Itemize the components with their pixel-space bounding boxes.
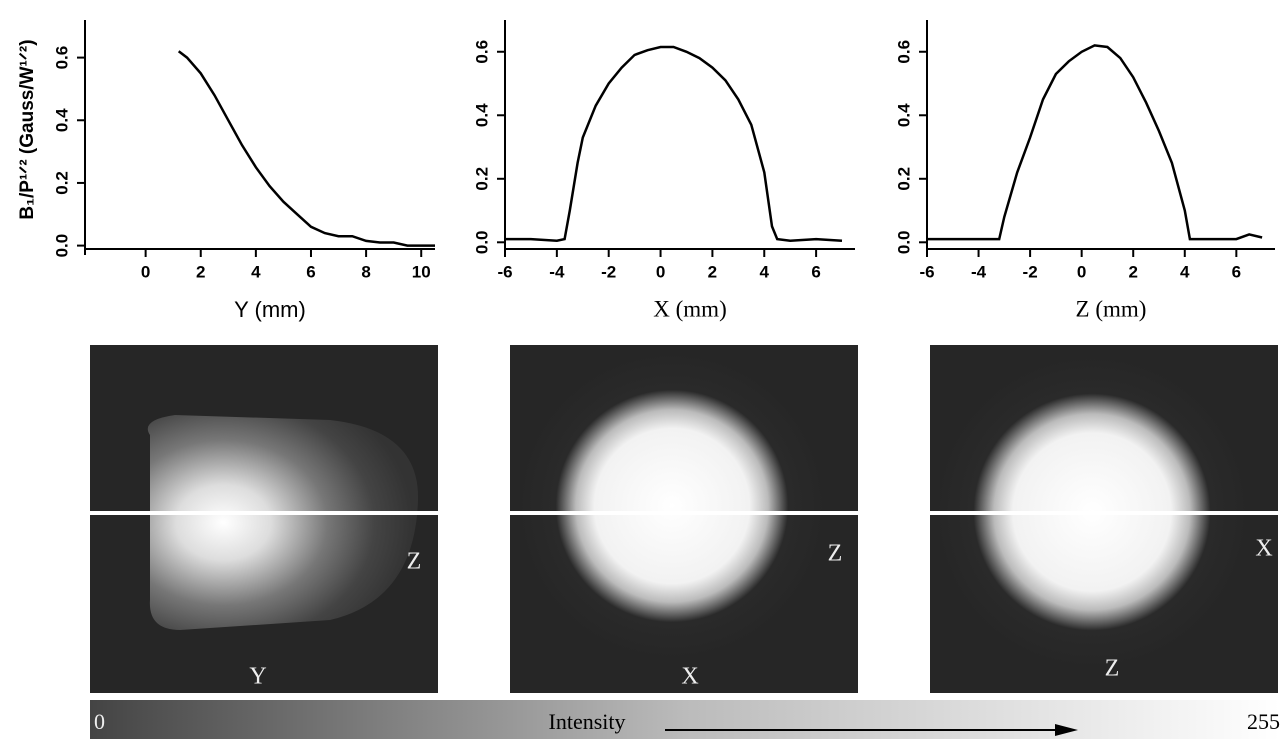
image-axis-label: Z <box>1105 656 1120 682</box>
y-tick-label: 0.2 <box>472 167 491 191</box>
y-tick-label: 0.4 <box>52 108 71 132</box>
colorbar-min: 0 <box>94 709 105 734</box>
image-axis-label: X <box>681 664 698 690</box>
image-axis-label: X <box>1255 536 1272 562</box>
colorbar-max: 255 <box>1247 709 1280 734</box>
line-series <box>927 44 1263 241</box>
x-tick-label: -4 <box>971 262 987 281</box>
arrow-head <box>1055 724 1078 736</box>
x-tick-label: -2 <box>601 262 616 281</box>
y-tick-label: 0.0 <box>52 234 71 258</box>
x-tick-label: 4 <box>1180 262 1190 281</box>
x-tick-label: 0 <box>656 262 665 281</box>
y-tick-label: 0.6 <box>894 40 913 64</box>
colorbar: 0 Intensity 255 <box>90 700 1280 739</box>
x-tick-label: -6 <box>497 262 512 281</box>
x-tick-label: 10 <box>412 262 431 281</box>
y-tick-label: 0.4 <box>472 103 491 127</box>
x-tick-label: -6 <box>919 262 934 281</box>
y-tick-label: 0.0 <box>472 230 491 254</box>
x-tick-label: 4 <box>760 262 770 281</box>
x-axis-title: Z (mm) <box>1076 296 1147 321</box>
images: Z Y Z X X Z <box>90 345 1278 693</box>
x-tick-label: 6 <box>811 262 820 281</box>
y-tick-label: 0.6 <box>52 46 71 70</box>
y-tick-label: 0.6 <box>472 40 491 64</box>
x-tick-label: 4 <box>251 262 261 281</box>
image-axis-label: Z <box>407 549 422 575</box>
line-series <box>505 45 843 242</box>
image-axis-label: Y <box>249 664 266 690</box>
y-tick-label: 0.2 <box>894 167 913 191</box>
image-axis-label: Z <box>828 541 843 567</box>
image-blob <box>517 351 827 661</box>
y-tick-label: 0.4 <box>894 103 913 127</box>
x-tick-label: 2 <box>1128 262 1137 281</box>
x-axis-title: Y (mm) <box>234 297 306 322</box>
image-blob <box>147 415 419 630</box>
x-tick-label: 2 <box>196 262 205 281</box>
y-tick-label: 0.2 <box>52 171 71 195</box>
x-axis-title: X (mm) <box>653 296 726 321</box>
x-tick-label: 2 <box>708 262 717 281</box>
x-tick-label: -4 <box>549 262 565 281</box>
colorbar-title: Intensity <box>549 709 626 734</box>
x-tick-label: 6 <box>1232 262 1241 281</box>
line-series <box>177 50 435 247</box>
colorbar-gradient <box>90 700 1280 739</box>
y-tick-label: 0.0 <box>894 230 913 254</box>
x-tick-label: 8 <box>361 262 370 281</box>
x-tick-label: 6 <box>306 262 315 281</box>
y-axis-title: B₁/P¹ᐟ² (Gauss/W¹ᐟ²) <box>17 39 38 219</box>
x-tick-label: 0 <box>1077 262 1086 281</box>
x-tick-label: 0 <box>141 262 150 281</box>
x-tick-label: -2 <box>1023 262 1038 281</box>
